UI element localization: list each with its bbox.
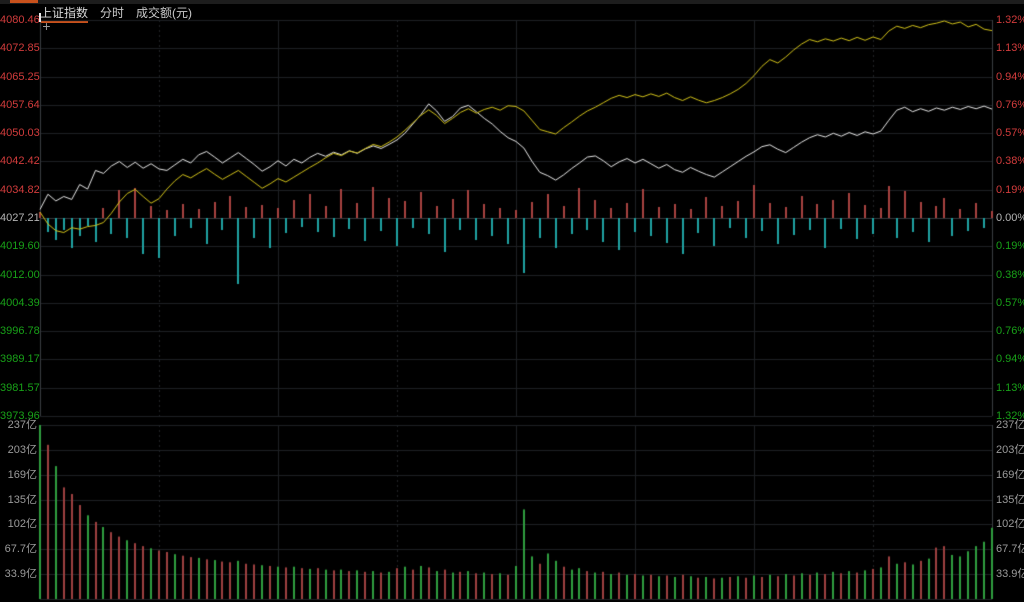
price-axis-label: 4042.42 [0,155,40,167]
percent-axis-label: 0.76% [996,99,1024,111]
percent-axis-label: 1.32% [996,14,1024,26]
percent-axis-label: 0.00% [996,212,1024,224]
price-axis-label: 4004.39 [0,297,40,309]
crosshair-cursor: + [42,18,51,34]
percent-axis-label: 0.57% [996,127,1024,139]
volume-axis-label: 203亿 [996,444,1024,456]
cursor-caret [39,13,41,22]
price-axis-label: 4012.00 [0,269,40,281]
price-axis-label: 4019.60 [0,240,40,252]
volume-axis-label: 67.7亿 [996,543,1024,555]
percent-axis-label: 0.76% [996,325,1024,337]
percent-axis-label: 0.94% [996,71,1024,83]
price-axis-label: 3989.17 [0,353,40,365]
volume-axis-label: 169亿 [996,469,1024,481]
volume-axis-label: 203亿 [7,444,37,456]
price-axis-label: 4072.85 [0,42,40,54]
percent-axis-label: 0.94% [996,353,1024,365]
percent-axis-label: 0.19% [996,240,1024,252]
price-axis-label: 4080.46 [0,14,40,26]
percent-axis-label: 1.13% [996,382,1024,394]
volume-axis-label: 237亿 [7,419,37,431]
volume-axis-label: 135亿 [7,494,37,506]
volume-axis-label: 33.9亿 [996,568,1024,580]
price-axis-label: 4065.25 [0,71,40,83]
volume-axis-label: 102亿 [7,518,37,530]
percent-axis-label: 0.19% [996,184,1024,196]
percent-axis-label: 0.38% [996,155,1024,167]
price-axis-label: 4034.82 [0,184,40,196]
percent-axis-label: 0.57% [996,297,1024,309]
volume-axis-label: 169亿 [7,469,37,481]
price-axis-label: 3996.78 [0,325,40,337]
percent-axis-label: 1.32% [996,410,1024,422]
volume-axis-label: 33.9亿 [4,568,37,580]
price-axis-label: 4050.03 [0,127,40,139]
price-axis-label: 4027.21 [0,212,40,224]
volume-axis-label: 67.7亿 [4,543,37,555]
volume-axis-label: 135亿 [996,494,1024,506]
price-axis-label: 3981.57 [0,382,40,394]
percent-axis-label: 0.38% [996,269,1024,281]
percent-axis-label: 1.13% [996,42,1024,54]
price-axis-label: 4057.64 [0,99,40,111]
price-axis-label: 3973.96 [0,410,40,422]
volume-axis-label: 102亿 [996,518,1024,530]
volume-axis-label: 237亿 [996,419,1024,431]
